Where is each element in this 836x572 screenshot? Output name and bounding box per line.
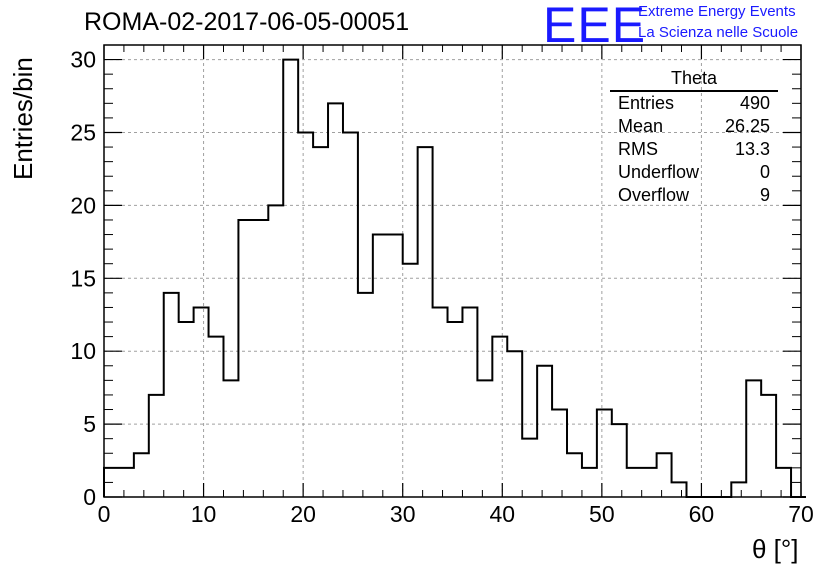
grid-lines [104,45,801,497]
histogram-bin [597,410,612,497]
logo-line-2: La Scienza nelle Scuole [638,24,799,41]
y-tick-label: 10 [70,338,96,364]
stats-box: Theta Entries 490 Mean 26.25 RMS 13.3 Un… [610,68,778,207]
histogram-bin [179,322,194,497]
histogram-bin [477,380,492,497]
histogram-bin [373,235,388,497]
histogram-bin [657,453,672,497]
stats-value: 13.3 [734,139,770,159]
histogram-bins [103,58,806,498]
histogram-bin [552,410,567,497]
x-tick-label: 20 [290,501,316,527]
histogram-bin [164,293,179,497]
histogram-outline [103,58,806,498]
stats-row-mean: Mean 26.25 [610,115,778,138]
stats-value: 26.25 [724,116,770,136]
histogram-bin [194,307,209,497]
histogram-bin [403,264,418,497]
stats-row-rms: RMS 13.3 [610,138,778,161]
stats-value: 9 [759,185,770,205]
histogram-bin [313,147,328,497]
histogram-bin [388,235,403,497]
histogram-bin [238,220,253,497]
y-tick-label: 30 [70,47,96,73]
histogram-bin [522,439,537,497]
histogram-bin [104,468,119,497]
histogram-bin [298,132,313,497]
stats-label: Overflow [618,185,690,205]
histogram-bin [582,468,597,497]
histogram-bin [731,482,746,497]
eee-logo: EEE [543,0,647,53]
histogram-bin [462,307,477,497]
histogram-bin [209,337,224,497]
histogram-bin [507,351,522,497]
x-tick-label: 60 [689,501,715,527]
tick-labels: 0 10 20 30 40 50 60 70 0 5 10 15 20 25 30 [70,47,813,527]
histogram-bin [223,380,238,497]
x-tick-label: 50 [589,501,615,527]
stats-label: RMS [618,139,658,159]
histogram-bin [433,307,448,497]
x-tick-label: 0 [98,501,111,527]
stats-row-entries: Entries 490 [610,92,778,115]
y-axis-label: Entries/bin [8,57,38,180]
chart-title: ROMA-02-2017-06-05-00051 [84,8,410,36]
histogram-bin [448,322,463,497]
histogram-bin [612,424,627,497]
histogram-bin [746,380,761,497]
histogram-bin [149,395,164,497]
histogram-bin [537,366,552,497]
histogram-bin [134,453,149,497]
histogram-bin [761,395,776,497]
histogram-bin [358,293,373,497]
histogram-bin [119,468,134,497]
stats-label: Entries [618,93,675,113]
stats-label: Mean [618,116,664,136]
y-tick-label: 0 [83,484,96,510]
stats-value: 490 [739,93,770,113]
stats-value: 0 [759,162,770,182]
stats-title: Theta [610,68,778,92]
stats-label: Underflow [618,162,700,182]
y-tick-label: 25 [70,119,96,145]
x-tick-label: 70 [788,501,814,527]
histogram-bin [567,453,582,497]
axis-ticks [103,44,802,498]
logo-line-1: Extreme Energy Events [638,3,796,20]
stats-row-overflow: Overflow 9 [610,184,778,207]
histogram-bin [343,132,358,497]
y-tick-label: 15 [70,265,96,291]
x-tick-label: 30 [390,501,416,527]
histogram-bin [283,60,298,497]
y-tick-label: 5 [83,411,96,437]
plot-frame [103,44,802,498]
x-axis-label: θ [°] [752,534,799,564]
histogram-bin [418,147,433,497]
histogram-bin [492,337,507,497]
y-tick-label: 20 [70,192,96,218]
stats-row-underflow: Underflow 0 [610,161,778,184]
x-tick-label: 40 [489,501,515,527]
histogram-bin [776,468,791,497]
histogram-bin [672,482,687,497]
histogram-bin [642,468,657,497]
x-tick-label: 10 [191,501,217,527]
histogram-bin [253,220,268,497]
histogram-bin [328,103,343,497]
histogram-bin [627,468,642,497]
histogram-bin [268,205,283,497]
